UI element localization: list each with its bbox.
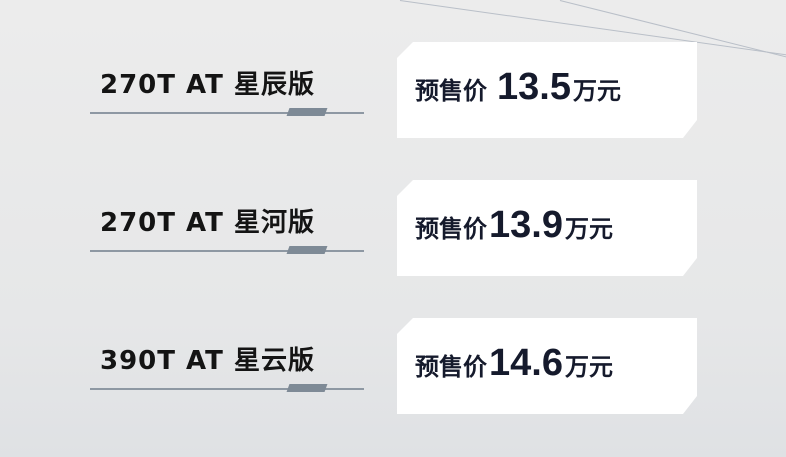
- trim-row: 270T AT 星辰版 预售价 13.5 万元: [0, 42, 786, 142]
- trim-row: 270T AT 星河版 预售价 13.9 万元: [0, 180, 786, 280]
- price-unit: 万元: [572, 77, 621, 105]
- divider: [90, 388, 364, 390]
- price-label: 预售价: [415, 215, 487, 243]
- price-value: 14.6: [489, 342, 563, 384]
- model-name: 270T AT 星辰版: [100, 70, 315, 100]
- divider-accent: [286, 384, 328, 392]
- divider: [90, 250, 364, 252]
- price-value: 13.5: [497, 66, 571, 108]
- divider-accent: [286, 108, 328, 116]
- price-card: 预售价 13.5 万元: [397, 42, 697, 138]
- model-name: 270T AT 星河版: [100, 208, 315, 238]
- divider: [90, 112, 364, 114]
- price-value: 13.9: [489, 204, 563, 246]
- price-label: 预售价: [415, 353, 487, 381]
- divider-accent: [286, 246, 328, 254]
- model-name: 390T AT 星云版: [100, 346, 315, 376]
- price-unit: 万元: [564, 215, 613, 243]
- price-card: 预售价 14.6 万元: [397, 318, 697, 414]
- price-card: 预售价 13.9 万元: [397, 180, 697, 276]
- price-unit: 万元: [564, 353, 613, 381]
- trim-row: 390T AT 星云版 预售价 14.6 万元: [0, 318, 786, 418]
- price-label: 预售价: [415, 77, 487, 105]
